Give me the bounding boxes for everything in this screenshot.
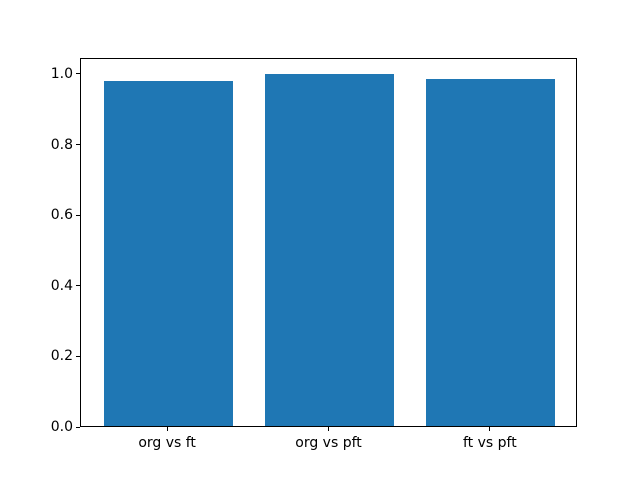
x-tick-mark xyxy=(166,427,168,431)
y-tick-label: 0.2 xyxy=(50,348,73,365)
x-tick-label: ft vs pft xyxy=(463,435,517,451)
plot-area xyxy=(80,58,577,427)
y-tick-label: 1.0 xyxy=(50,65,73,82)
y-tick-mark xyxy=(76,144,80,145)
y-tick-label: 0.0 xyxy=(50,419,73,435)
bar-org-vs-pft xyxy=(264,74,395,426)
bar-ft-vs-pft xyxy=(426,79,556,426)
x-tick-label: org vs pft xyxy=(295,435,362,451)
x-tick-mark xyxy=(328,427,329,431)
y-tick-label: 0.4 xyxy=(50,277,73,294)
y-tick-label: 0.6 xyxy=(50,207,73,224)
y-tick-mark xyxy=(76,355,80,357)
y-tick-mark xyxy=(76,214,80,216)
x-tick-label: org vs ft xyxy=(138,435,196,451)
y-tick-mark xyxy=(76,73,80,75)
x-tick-mark xyxy=(489,427,491,431)
bar-org-vs-ft xyxy=(103,81,233,426)
y-tick-label: 0.8 xyxy=(50,136,73,153)
y-tick-mark xyxy=(76,285,80,287)
y-tick-mark xyxy=(76,426,80,428)
